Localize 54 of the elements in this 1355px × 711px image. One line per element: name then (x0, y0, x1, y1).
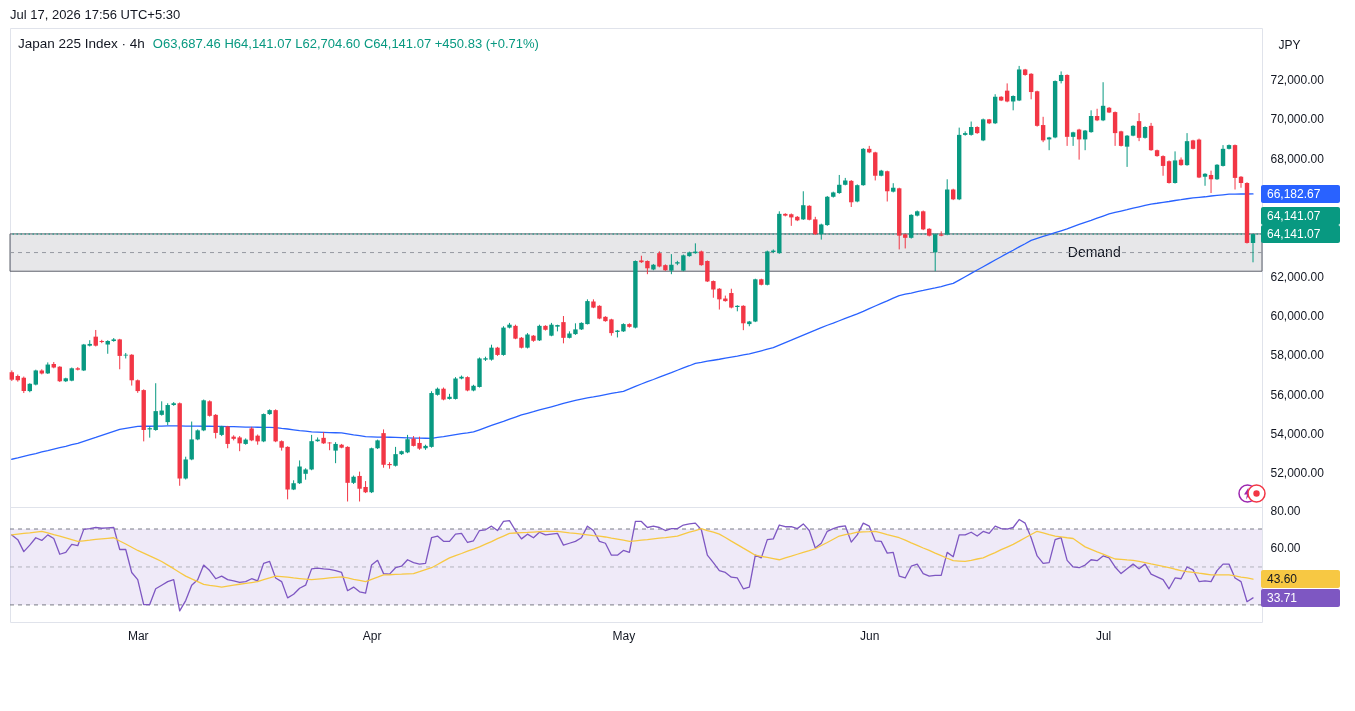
y-tick-label: 72,000.00 (1270, 73, 1325, 88)
text: Jul 17, 2026 17:56 UTC+5:30 (10, 7, 181, 22)
y-axis-title: JPY (1278, 37, 1301, 52)
data-label: 43.60 (1267, 572, 1298, 587)
candlestick (1136, 112, 1142, 142)
y-tick-label: 70,000.00 (1270, 112, 1325, 127)
candlestick (1070, 131, 1076, 147)
candlestick (1220, 144, 1226, 168)
y-tick-label: 60.00 (1270, 541, 1301, 556)
x-tick-label: Jul (1095, 628, 1112, 643)
candlestick (669, 253, 674, 275)
candlestick (1088, 109, 1094, 134)
candlestick (885, 170, 890, 202)
candlestick (1184, 132, 1190, 167)
ref-line-label: 64,141.07 (1267, 227, 1321, 242)
candlestick (1028, 72, 1034, 100)
x-tick-label: Mar (127, 628, 149, 643)
band-label: Demand (1067, 243, 1121, 260)
candlestick (813, 216, 818, 236)
candlestick (1124, 134, 1130, 168)
y-tick-label: 54,000.00 (1270, 426, 1325, 441)
candlestick (333, 441, 338, 464)
x-tick-label: Apr (362, 628, 382, 643)
candlestick (393, 446, 398, 468)
y-tick-label: 80.00 (1270, 503, 1301, 518)
candlestick (1172, 150, 1178, 185)
candlestick (1112, 111, 1118, 147)
candlestick (189, 421, 194, 461)
candlestick (801, 190, 806, 221)
line-series (11, 527, 1254, 588)
x-tick-label: Jun (860, 628, 880, 643)
y-tick-label: 62,000.00 (1270, 269, 1325, 284)
line-series (11, 518, 1254, 612)
data-label: 33.71 (1267, 590, 1298, 605)
line-series (11, 193, 1254, 460)
candlestick (153, 382, 158, 432)
y-tick-label: 56,000.00 (1270, 387, 1325, 402)
y-tick-label: 52,000.00 (1270, 466, 1325, 481)
text: O63,687.46 H64,141.07 L62,704.60 C64,141.07 +450.83 (+0.71%) (152, 36, 539, 51)
y-tick-label: 60,000.00 (1270, 308, 1325, 323)
x-tick-label: May (612, 628, 636, 643)
y-tick-label: 58,000.00 (1270, 348, 1325, 363)
candlestick (117, 338, 122, 370)
candlestick (1202, 172, 1208, 187)
y-tick-label: 68,000.00 (1270, 151, 1325, 166)
candlestick (741, 304, 746, 331)
candlestick (561, 315, 566, 344)
candlestick (873, 151, 878, 181)
text: 64,141.07 (1267, 209, 1321, 224)
text: Japan 225 Index · 4h (18, 36, 145, 51)
data-label: 66,182.67 (1267, 186, 1321, 201)
candlestick (1040, 116, 1046, 143)
candlestick (1160, 154, 1166, 177)
candlestick (1166, 159, 1172, 185)
